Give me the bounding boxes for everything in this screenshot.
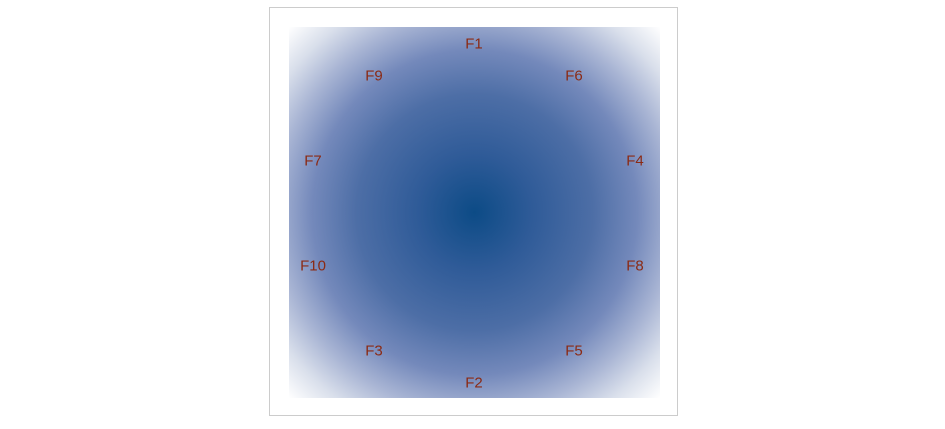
- node-label-f8: F8: [626, 257, 644, 275]
- node-label-f9: F9: [365, 67, 383, 85]
- node-label-f4: F4: [626, 152, 644, 170]
- node-label-f6: F6: [565, 67, 583, 85]
- node-label-f3: F3: [365, 342, 383, 360]
- node-label-f10: F10: [300, 257, 326, 275]
- node-label-f2: F2: [465, 374, 483, 392]
- node-label-f7: F7: [304, 152, 322, 170]
- radial-gradient-field: [289, 27, 660, 398]
- node-label-f1: F1: [465, 35, 483, 53]
- node-label-f5: F5: [565, 342, 583, 360]
